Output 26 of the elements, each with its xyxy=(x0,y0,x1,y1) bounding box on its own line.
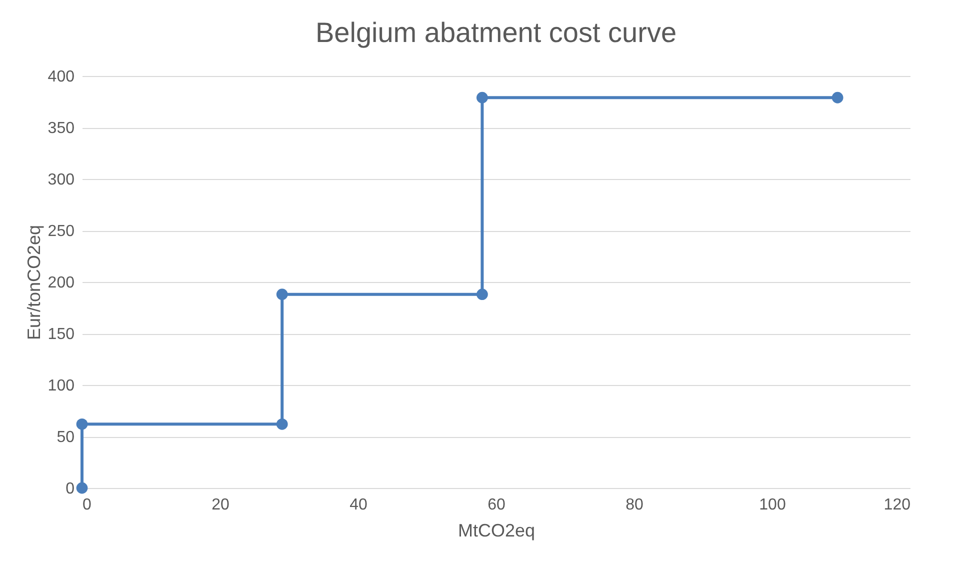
point xyxy=(76,482,88,494)
x-tick-label: 80 xyxy=(626,496,644,514)
x-tick-label: 0 xyxy=(82,496,92,514)
y-tick-label: 150 xyxy=(48,326,75,343)
chart-title: Belgium abatment cost curve xyxy=(315,17,677,48)
x-tick-label: 100 xyxy=(759,496,786,514)
y-tick-label: 50 xyxy=(56,429,75,446)
y-tick-label: 400 xyxy=(48,68,75,86)
point xyxy=(276,418,288,430)
y-tick-label: 100 xyxy=(48,378,75,394)
x-tick-label: 20 xyxy=(212,496,230,514)
point xyxy=(276,288,288,300)
x-axis-title: MtCO2eq xyxy=(458,520,536,540)
point xyxy=(832,92,844,104)
point xyxy=(476,288,488,300)
point xyxy=(476,92,488,104)
x-tick-label: 60 xyxy=(488,496,506,514)
y-tick-label: 250 xyxy=(48,223,75,240)
y-tick-label: 200 xyxy=(48,274,75,292)
y-tick-label: 0 xyxy=(66,480,75,498)
y-tick-label: 350 xyxy=(48,120,75,137)
y-axis-title: Eur/tonCO2eq xyxy=(24,224,44,340)
y-tick-label: 300 xyxy=(48,172,75,188)
x-tick-label: 120 xyxy=(884,496,911,514)
point xyxy=(76,418,88,430)
x-tick-label: 40 xyxy=(350,496,368,514)
